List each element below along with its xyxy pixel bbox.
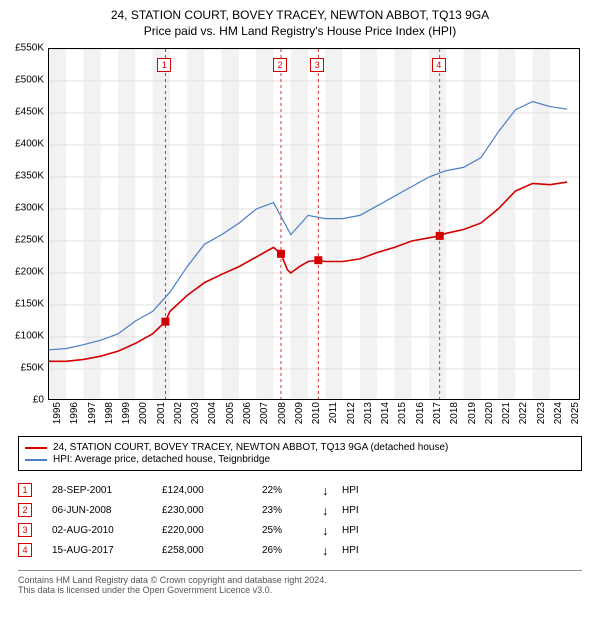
row-pct: 22% (262, 485, 322, 496)
legend-item: HPI: Average price, detached house, Teig… (25, 454, 575, 465)
row-date: 02-AUG-2010 (52, 525, 162, 536)
ytick-label: £0 (0, 395, 44, 406)
row-hpi-label: HPI (342, 505, 382, 516)
xtick-label: 2000 (138, 402, 149, 432)
xtick-label: 2005 (225, 402, 236, 432)
sales-table: 128-SEP-2001£124,00022%↓HPI206-JUN-2008£… (18, 480, 582, 560)
xtick-label: 2023 (536, 402, 547, 432)
title-block: 24, STATION COURT, BOVEY TRACEY, NEWTON … (0, 0, 600, 42)
xtick-label: 2007 (259, 402, 270, 432)
sale-marker-label-4: 4 (432, 58, 446, 72)
footer-line-1: Contains HM Land Registry data © Crown c… (18, 575, 582, 585)
row-price: £220,000 (162, 525, 262, 536)
row-index-badge: 3 (18, 523, 32, 537)
chart-container: 24, STATION COURT, BOVEY TRACEY, NEWTON … (0, 0, 600, 620)
sale-point-4 (436, 232, 444, 240)
row-index-badge: 2 (18, 503, 32, 517)
xtick-label: 1995 (52, 402, 63, 432)
xtick-label: 2025 (570, 402, 581, 432)
sale-marker-label-2: 2 (273, 58, 287, 72)
xtick-label: 2008 (277, 402, 288, 432)
chart-footer: Contains HM Land Registry data © Crown c… (18, 570, 582, 595)
xtick-label: 1997 (87, 402, 98, 432)
xtick-label: 2018 (449, 402, 460, 432)
row-hpi-label: HPI (342, 485, 382, 496)
sale-marker-label-1: 1 (157, 58, 171, 72)
row-pct: 23% (262, 505, 322, 516)
ytick-label: £250K (0, 235, 44, 246)
row-price: £230,000 (162, 505, 262, 516)
xtick-label: 2002 (173, 402, 184, 432)
down-arrow-icon: ↓ (322, 503, 342, 518)
ytick-label: £550K (0, 43, 44, 54)
table-row: 4 15-AUG-2017£258,00026%↓HPI (18, 540, 582, 560)
sale-point-3 (314, 256, 322, 264)
footer-line-2: This data is licensed under the Open Gov… (18, 585, 582, 595)
ytick-label: £500K (0, 75, 44, 86)
ytick-label: £100K (0, 331, 44, 342)
row-date: 15-AUG-2017 (52, 545, 162, 556)
legend-label: 24, STATION COURT, BOVEY TRACEY, NEWTON … (53, 442, 448, 453)
row-date: 06-JUN-2008 (52, 505, 162, 516)
down-arrow-icon: ↓ (322, 523, 342, 538)
ytick-label: £400K (0, 139, 44, 150)
xtick-label: 2009 (294, 402, 305, 432)
chart-title-subtitle: Price paid vs. HM Land Registry's House … (10, 24, 590, 38)
xtick-label: 2013 (363, 402, 374, 432)
row-price: £124,000 (162, 485, 262, 496)
ytick-label: £350K (0, 171, 44, 182)
xtick-label: 2015 (397, 402, 408, 432)
chart-title-address: 24, STATION COURT, BOVEY TRACEY, NEWTON … (10, 8, 590, 22)
xtick-label: 2006 (242, 402, 253, 432)
ytick-label: £150K (0, 299, 44, 310)
table-row: 1 28-SEP-2001£124,00022%↓HPI (18, 480, 582, 500)
xtick-label: 2020 (484, 402, 495, 432)
chart-legend: 24, STATION COURT, BOVEY TRACEY, NEWTON … (18, 436, 582, 471)
xtick-label: 2017 (432, 402, 443, 432)
sale-point-2 (277, 250, 285, 258)
ytick-label: £50K (0, 363, 44, 374)
legend-swatch (25, 459, 47, 461)
table-row: 3 02-AUG-2010£220,00025%↓HPI (18, 520, 582, 540)
legend-item: 24, STATION COURT, BOVEY TRACEY, NEWTON … (25, 442, 575, 453)
xtick-label: 2011 (328, 402, 339, 432)
row-pct: 25% (262, 525, 322, 536)
chart-svg (49, 49, 580, 400)
xtick-label: 2022 (518, 402, 529, 432)
legend-label: HPI: Average price, detached house, Teig… (53, 454, 270, 465)
row-date: 28-SEP-2001 (52, 485, 162, 496)
down-arrow-icon: ↓ (322, 543, 342, 558)
xtick-label: 2001 (156, 402, 167, 432)
xtick-label: 1998 (104, 402, 115, 432)
row-price: £258,000 (162, 545, 262, 556)
ytick-label: £300K (0, 203, 44, 214)
sale-point-1 (161, 318, 169, 326)
row-pct: 26% (262, 545, 322, 556)
xtick-label: 1996 (69, 402, 80, 432)
legend-swatch (25, 447, 47, 449)
xtick-label: 2021 (501, 402, 512, 432)
xtick-label: 2003 (190, 402, 201, 432)
xtick-label: 1999 (121, 402, 132, 432)
row-index-badge: 1 (18, 483, 32, 497)
table-row: 2 06-JUN-2008£230,00023%↓HPI (18, 500, 582, 520)
xtick-label: 2024 (553, 402, 564, 432)
row-hpi-label: HPI (342, 525, 382, 536)
ytick-label: £200K (0, 267, 44, 278)
xtick-label: 2016 (415, 402, 426, 432)
sale-marker-label-3: 3 (310, 58, 324, 72)
row-hpi-label: HPI (342, 545, 382, 556)
row-index-badge: 4 (18, 543, 32, 557)
xtick-label: 2019 (467, 402, 478, 432)
xtick-label: 2012 (346, 402, 357, 432)
ytick-label: £450K (0, 107, 44, 118)
xtick-label: 2004 (207, 402, 218, 432)
xtick-label: 2010 (311, 402, 322, 432)
xtick-label: 2014 (380, 402, 391, 432)
down-arrow-icon: ↓ (322, 483, 342, 498)
chart-plot-area (48, 48, 580, 400)
